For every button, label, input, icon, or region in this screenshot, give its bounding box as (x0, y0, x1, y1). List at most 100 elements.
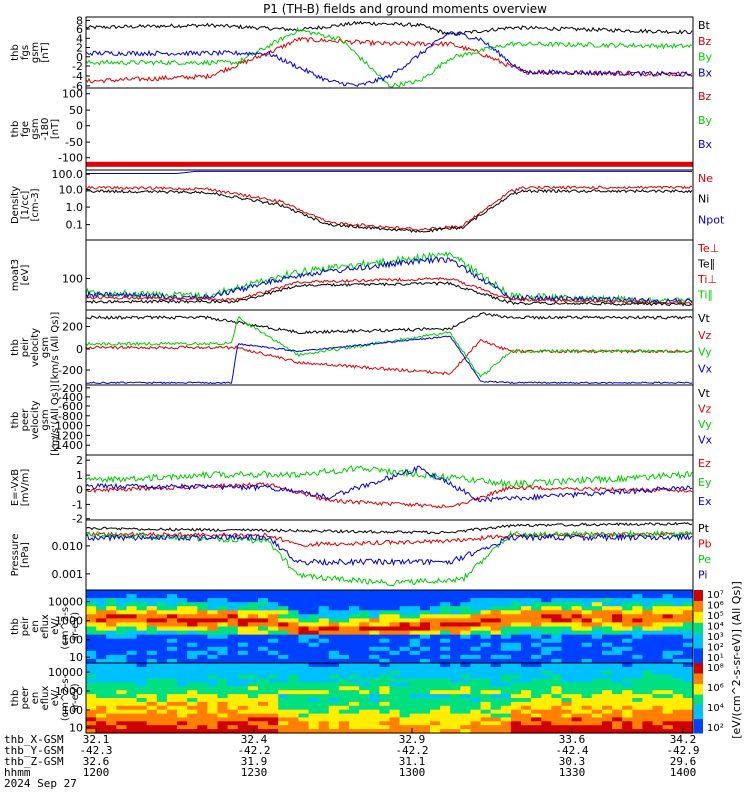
spectrogram-cell (551, 717, 563, 722)
spectrogram-cell (460, 694, 471, 699)
spectrogram-cell (349, 638, 360, 644)
spectrogram-cell (682, 654, 694, 660)
y-tick-label: 1 (76, 469, 83, 482)
spectrogram-cell (541, 646, 552, 652)
y-tick-label: -600 (58, 400, 83, 413)
spectrogram-cell (258, 663, 269, 668)
colorbar-swatch (694, 597, 703, 602)
spectrogram-cell (359, 686, 370, 691)
spectrogram-cell (237, 634, 249, 640)
spectrogram-cell (217, 670, 229, 676)
spectrogram-cell (480, 618, 492, 624)
spectrogram-cell (480, 721, 492, 726)
spectrogram-cell (298, 686, 310, 691)
spectrogram-cell (156, 670, 168, 676)
spectrogram-cell (338, 713, 350, 719)
spectrogram-cell (682, 602, 694, 607)
spectrogram-cell (278, 622, 289, 628)
spectrogram-cell (642, 686, 654, 691)
spectrogram-cell (217, 590, 229, 595)
spectrogram-cell (602, 663, 613, 668)
spectrogram-cell (510, 610, 522, 615)
spectrogram-cell (682, 663, 694, 668)
y-axis-label: velocity (30, 328, 41, 367)
spectrogram-cell (268, 646, 279, 652)
spectrogram-cell (207, 663, 219, 668)
x-tick-x: 32.9 (399, 733, 426, 746)
spectrogram-cell (197, 674, 208, 680)
spectrogram-cell (247, 705, 259, 711)
spectrogram-cell (632, 663, 643, 668)
spectrogram-cell (500, 666, 512, 672)
spectrogram-cell (237, 701, 249, 707)
y-tick-label: 8 (76, 15, 83, 28)
spectrogram-cell (399, 705, 411, 711)
spectrogram-cell (298, 678, 310, 684)
spectrogram-cell (551, 663, 563, 668)
spectrogram-cell (490, 646, 502, 652)
spectrogram-cell (510, 622, 522, 628)
spectrogram-cell (551, 686, 563, 691)
spectrogram-cell (682, 682, 694, 687)
spectrogram-cell (389, 646, 401, 652)
spectrogram-cell (349, 705, 360, 711)
spectrogram-cell (338, 678, 350, 684)
colorbar-swatch (694, 655, 703, 660)
spectrogram-cell (632, 606, 643, 611)
spectrogram-cell (622, 634, 633, 640)
spectrogram-cell (197, 614, 208, 619)
spectrogram-cell (227, 686, 239, 691)
spectrogram-cell (561, 598, 573, 603)
spectrogram-cell (369, 705, 380, 711)
spectrogram-cell (328, 642, 340, 648)
spectrogram-cell (308, 674, 320, 680)
spectrogram-cell (399, 602, 411, 607)
x-date-label: 2024 Sep 27 (4, 777, 77, 790)
spectrogram-cell (409, 614, 421, 619)
spectrogram-cell (672, 610, 684, 615)
spectrogram-cell (308, 725, 320, 730)
spectrogram-cell (247, 602, 259, 607)
spectrogram-cell (268, 590, 279, 595)
spectrogram-cell (430, 729, 441, 734)
spectrogram-cell (359, 598, 370, 603)
spectrogram-cell (612, 666, 623, 672)
spectrogram-cell (369, 646, 380, 652)
spectrogram-cell (652, 670, 664, 676)
spectrogram-cell (440, 663, 451, 668)
spectrogram-cell (136, 670, 148, 676)
legend-bt: Bt (698, 19, 711, 32)
spectrogram-cell (480, 630, 492, 636)
spectrogram-cell (166, 646, 178, 652)
spectrogram-cell (237, 626, 249, 632)
spectrogram-cell (399, 650, 411, 656)
spectrogram-cell (308, 646, 320, 652)
spectrogram-cell (389, 630, 401, 636)
spectrogram-cell (379, 614, 391, 619)
spectrogram-cell (571, 654, 583, 660)
spectrogram-cell (419, 658, 431, 664)
spectrogram-cell (298, 694, 310, 699)
spectrogram-cell (146, 686, 158, 691)
spectrogram-cell (268, 598, 279, 603)
spectrogram-cell (349, 634, 360, 640)
spectrogram-cell (602, 614, 613, 619)
spectrogram-cell (581, 618, 593, 624)
spectrogram-cell (288, 626, 299, 632)
spectrogram-cell (146, 626, 158, 632)
spectrogram-cell (682, 686, 694, 691)
panel-frame (85, 239, 694, 311)
y-axis-label: peer (20, 686, 31, 710)
spectrogram-cell (480, 606, 492, 611)
spectrogram-cell (106, 682, 117, 687)
spectrogram-cell (460, 666, 471, 672)
spectrogram-cell (207, 717, 219, 722)
spectrogram-cell (106, 622, 117, 628)
spectrogram-cell (197, 721, 208, 726)
spectrogram-cell (571, 594, 583, 599)
spectrogram-cell (369, 701, 380, 707)
spectrogram-cell (450, 682, 461, 687)
spectrogram-cell (197, 638, 208, 644)
spectrogram-cell (662, 590, 674, 595)
spectrogram-cell (480, 686, 492, 691)
